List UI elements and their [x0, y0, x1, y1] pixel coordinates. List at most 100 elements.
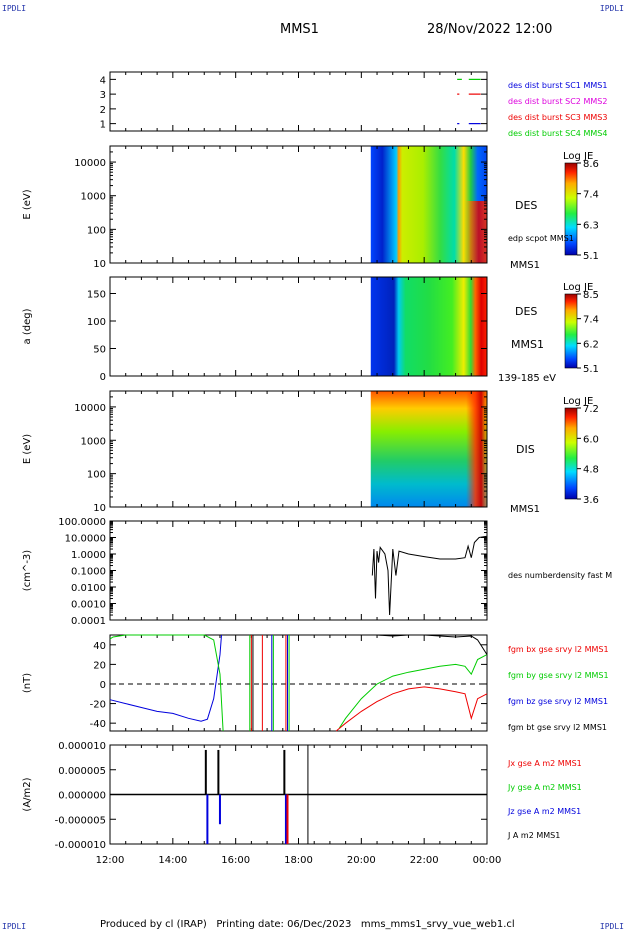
panel-0-ytick-label: 2	[100, 105, 106, 116]
panel-1-colorbar-label: 5.1	[583, 251, 599, 262]
corner-label-top-left: IPDLI	[2, 4, 27, 13]
panel-3-ytick-label: 10	[93, 503, 106, 514]
corner-label-bottom-right: IPDLI	[599, 922, 624, 931]
panel-0-ytick-label: 1	[100, 120, 106, 131]
panel-1-colorbar-title: Log JE	[563, 151, 593, 162]
panel-4-ylabel: (cm^-3)	[22, 550, 33, 591]
bfield-series-2	[338, 654, 488, 729]
panel-0-frame	[109, 71, 488, 132]
panel-2-species-label: DES	[515, 305, 537, 318]
xaxis-tick-label-4: 20:00	[347, 855, 376, 866]
panel-4-ytick-label: 0.0001	[71, 616, 106, 627]
current-legend-3: J A m2 MMS1	[507, 831, 560, 840]
panel-6-ytick-label: 0.000000	[58, 791, 106, 802]
panel-2-colorbar-label: 5.1	[583, 364, 599, 375]
panel-5-ytick-label: 20	[93, 660, 106, 671]
panel-2-colorbar-label: 8.5	[583, 290, 599, 301]
panel-2-ytick-label: 0	[100, 372, 106, 383]
panel-4-ytick-label: 0.0100	[71, 583, 106, 594]
panel-3-colorbar-label: 7.2	[583, 404, 599, 415]
panel-1-ytick-label: 10	[93, 259, 106, 270]
current-legend-0: Jx gse A m2 MMS1	[507, 759, 582, 768]
panel-5-ytick-label: -20	[90, 700, 106, 711]
density-legend-0: des numberdensity fast M	[508, 571, 612, 580]
corner-label-bottom-left: IPDLI	[2, 922, 27, 931]
panel-1-colorbar-label: 7.4	[583, 190, 599, 201]
panel-1-colorbar-label: 8.6	[583, 159, 599, 170]
panel-6-ytick-label: 0.000010	[58, 741, 106, 752]
panel-4-ytick-label: 0.1000	[71, 567, 106, 578]
panel-3-ytick-label: 10000	[74, 403, 106, 414]
datetime-title: 28/Nov/2022 12:00	[427, 22, 553, 37]
xaxis-tick-label-3: 18:00	[284, 855, 313, 866]
burst-legend-3: des dist burst SC4 MMS4	[508, 129, 607, 138]
panel-0-ytick-label: 4	[100, 75, 106, 86]
burst-legend-0: des dist burst SC1 MMS1	[508, 81, 607, 90]
bfield-series-0	[109, 634, 222, 722]
bfield-legend-3: fgm bt gse srvy l2 MMS1	[508, 723, 607, 732]
panel-2-ytick-label: 50	[93, 345, 106, 356]
panel-2-colorbar-title: Log JE	[563, 282, 593, 293]
panel-3-species-label: DIS	[516, 443, 535, 456]
xaxis-tick-label-0: 12:00	[96, 855, 125, 866]
panel-4-ytick-label: 100.0000	[58, 517, 106, 528]
panel-1-ytick-label: 100	[87, 225, 106, 236]
panel-3-colorbar	[564, 407, 578, 500]
xaxis-tick-label-6: 00:00	[473, 855, 502, 866]
bfield-series-4	[361, 634, 488, 655]
footer-credits: Produced by cl (IRAP) Printing date: 06/…	[100, 919, 515, 930]
panel-1-colorbar-label: 6.3	[583, 220, 599, 231]
panel-3-spectrogram-layer-0	[370, 391, 487, 507]
burst-legend-1: des dist burst SC2 MMS2	[508, 97, 607, 106]
burst-legend-2: des dist burst SC3 MMS3	[508, 113, 607, 122]
panel-1-ytick-label: 1000	[81, 192, 106, 203]
panel-1-spectrogram-layer-0	[370, 201, 487, 263]
density-series-0	[371, 535, 488, 616]
bfield-series-3	[335, 686, 488, 732]
bfield-legend-1: fgm by gse srvy l2 MMS1	[508, 671, 609, 680]
current-legend-1: Jy gse A m2 MMS1	[507, 783, 582, 792]
panel-1-bottom-label: MMS1	[510, 260, 540, 271]
panel-2-ytick-label: 100	[87, 317, 106, 328]
panel-6-ylabel: (A/m2)	[22, 777, 33, 811]
panel-1-ytick-label: 10000	[74, 158, 106, 169]
panel-1-species-label: DES	[515, 199, 537, 212]
panel-2-colorbar-label: 6.2	[583, 339, 599, 350]
panel-1-colorbar	[564, 162, 578, 256]
panel-2-bottom-label: 139-185 eV	[498, 373, 556, 384]
panel-3-colorbar-label: 6.0	[583, 434, 599, 445]
current-legend-2: Jz gse A m2 MMS1	[507, 807, 581, 816]
bfield-series-1	[109, 634, 224, 732]
panel-5-ytick-label: 40	[93, 641, 106, 652]
xaxis-tick-label-2: 16:00	[221, 855, 250, 866]
bfield-legend-0: fgm bx gse srvy l2 MMS1	[508, 645, 609, 654]
panel-3-ytick-label: 1000	[81, 436, 106, 447]
panel-4-ytick-label: 1.0000	[71, 550, 106, 561]
panel-1-ylabel: E (eV)	[22, 189, 33, 219]
panel-4-frame	[109, 520, 488, 621]
panel-3-ylabel: E (eV)	[22, 434, 33, 464]
panel-5-ytick-label: -40	[90, 719, 106, 730]
panel-1-sublabel: edp scpot MMS1	[508, 234, 574, 243]
panel-2-spectrogram	[370, 277, 487, 376]
panel-5-ylabel: (nT)	[22, 673, 33, 693]
xaxis-tick-label-5: 22:00	[410, 855, 439, 866]
panel-4-ytick-label: 0.0010	[71, 600, 106, 611]
spacecraft-title: MMS1	[280, 22, 319, 37]
panel-4-ytick-label: 10.0000	[65, 534, 106, 545]
panel-2-colorbar	[564, 293, 578, 369]
corner-label-top-right: IPDLI	[599, 4, 624, 13]
panel-2-sublabel: MMS1	[511, 338, 544, 351]
panel-6-ytick-label: -0.000010	[55, 840, 106, 851]
bfield-legend-2: fgm bz gse srvy l2 MMS1	[508, 697, 608, 706]
panel-6-ytick-label: -0.000005	[55, 815, 106, 826]
panel-5-frame	[109, 634, 488, 732]
panel-3-ytick-label: 100	[87, 470, 106, 481]
panel-3-bottom-label: MMS1	[510, 504, 540, 515]
panel-6-ytick-label: 0.000005	[58, 766, 106, 777]
panel-0-ytick-label: 3	[100, 90, 106, 101]
xaxis-tick-label-1: 14:00	[158, 855, 187, 866]
panel-3-colorbar-title: Log JE	[563, 396, 593, 407]
panel-2-ylabel: a (deg)	[22, 308, 33, 344]
panel-5-ytick-label: 0	[100, 680, 106, 691]
